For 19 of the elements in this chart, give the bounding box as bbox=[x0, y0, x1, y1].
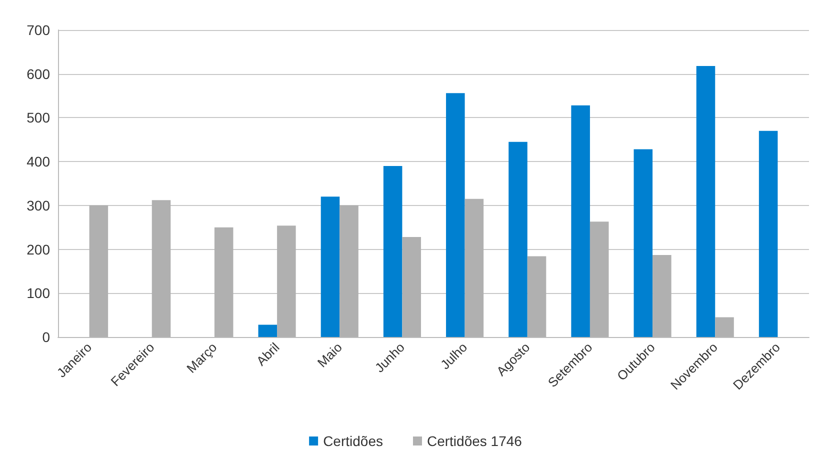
bar bbox=[258, 324, 278, 337]
bar bbox=[320, 196, 340, 337]
y-tick-label: 200 bbox=[26, 241, 50, 258]
y-tick-label: 500 bbox=[26, 110, 50, 126]
y-tick-label: 700 bbox=[26, 22, 50, 38]
y-tick-label: 400 bbox=[26, 154, 50, 170]
bar bbox=[446, 93, 465, 337]
bar bbox=[571, 105, 590, 337]
y-tick-label: 600 bbox=[26, 66, 50, 82]
legend-label: Certidões bbox=[323, 433, 383, 449]
y-tick-label: 100 bbox=[26, 285, 50, 302]
bar bbox=[696, 66, 716, 337]
y-tick-label: 0 bbox=[42, 329, 50, 345]
bar bbox=[383, 166, 402, 337]
legend-label: Certidões 1746 bbox=[426, 433, 522, 449]
bar bbox=[758, 130, 778, 337]
bar bbox=[634, 149, 653, 337]
bar bbox=[508, 142, 528, 337]
y-tick-label: 300 bbox=[26, 197, 50, 214]
